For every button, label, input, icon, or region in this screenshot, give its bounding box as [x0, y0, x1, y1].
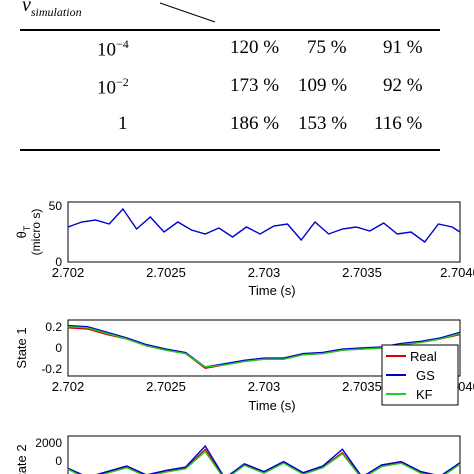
state2-plot-frame: [67, 435, 461, 474]
row2-param: 10−2: [97, 75, 129, 99]
xtick-label: 2.7040: [440, 265, 474, 280]
xtick-label: 2.7025: [146, 379, 186, 394]
row1-col2: 75 %: [307, 37, 347, 58]
state1-plot: 0.2 0 -0.2 2.7022.70252.7032.70352.7040 …: [14, 319, 474, 413]
row1-param: 10−4: [97, 37, 129, 61]
xtick-label: 2.7025: [146, 265, 186, 280]
row3-col1: 186 %: [230, 113, 280, 134]
state2-ytick-0: 0: [55, 454, 62, 468]
time-series-figure: 50 0 2.702 2.7025 2.703 2.7035 2.7040 Time (…: [14, 199, 474, 474]
theta-ytick-50: 50: [49, 199, 63, 213]
legend-gs-label: GS: [416, 368, 435, 383]
theta-xlabel: Time (s): [248, 283, 295, 298]
series-line-0: [67, 207, 461, 243]
theta-ylabel-unit: (micro s): [29, 209, 43, 256]
xtick-label: 2.7035: [342, 379, 382, 394]
xtick-label: 2.703: [248, 379, 281, 394]
state2-plot: 2000 0 State 2: [14, 435, 461, 474]
theta-plot: 50 0 2.702 2.7025 2.703 2.7035 2.7040 Time (…: [14, 199, 474, 298]
legend-real-label: Real: [410, 349, 437, 364]
state2-ylabel: State 2: [14, 444, 29, 474]
header-diagonal: [159, 2, 216, 23]
table-header-label: vsimulation: [22, 0, 82, 19]
row1-col3: 91 %: [383, 37, 423, 58]
theta-ylabel: θT: [14, 225, 32, 238]
state1-ytick-0.2: 0.2: [45, 320, 62, 334]
row3-col2: 153 %: [298, 113, 348, 134]
row2-col2: 109 %: [298, 75, 348, 96]
table-top-rule: [20, 29, 440, 31]
table-bottom-rule: [20, 149, 440, 151]
xtick-label: 2.703: [248, 265, 281, 280]
xtick-label: 2.7035: [342, 265, 382, 280]
row3-param: 1: [118, 113, 128, 134]
row2-col3: 92 %: [383, 75, 423, 96]
xtick-label: 2.702: [52, 379, 85, 394]
results-table: vsimulation 10−4 120 % 75 % 91 % 10−2 17…: [0, 0, 474, 160]
state1-ytick-0: 0: [55, 341, 62, 355]
state1-legend: Real GS KF: [381, 344, 459, 406]
series-line-kf: [67, 450, 461, 474]
legend-kf-label: KF: [416, 387, 433, 402]
series-line-gs: [67, 444, 461, 474]
row2-col1: 173 %: [230, 75, 280, 96]
theta-ytick-0: 0: [55, 255, 62, 269]
state1-xlabel: Time (s): [248, 398, 295, 413]
state2-ytick-2000: 2000: [35, 436, 62, 450]
row1-col1: 120 %: [230, 37, 280, 58]
state1-ytick-neg0.2: -0.2: [41, 362, 62, 376]
state1-ylabel: State 1: [14, 327, 29, 368]
row3-col3: 116 %: [374, 113, 423, 134]
xtick-label: 2.702: [52, 265, 85, 280]
